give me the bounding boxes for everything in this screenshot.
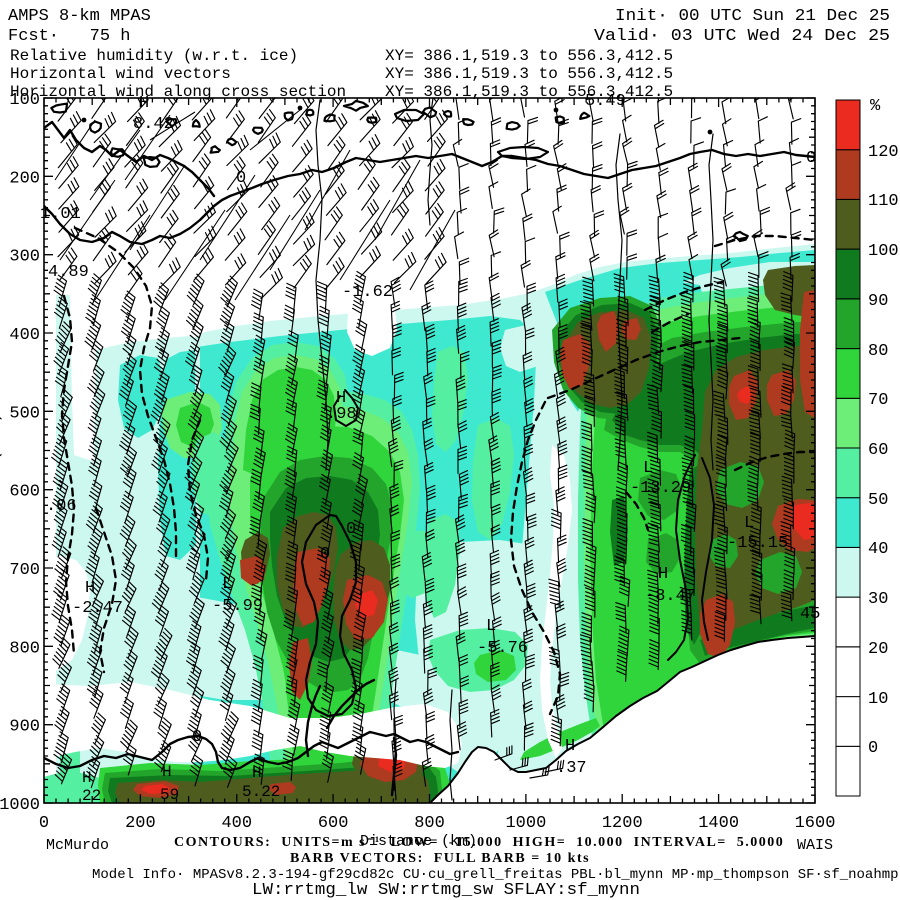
svg-text:50: 50: [868, 491, 888, 510]
svg-text:%: %: [870, 97, 881, 116]
svg-text:XY= 386.1,519.3 to 556.3,412.5: XY= 386.1,519.3 to 556.3,412.5: [385, 47, 673, 65]
svg-text:Distance (km): Distance (km): [360, 833, 477, 850]
svg-text:Model Info· MPASv8.2.3-194-gf2: Model Info· MPASv8.2.3-194-gf29cd82c CU·…: [92, 867, 900, 883]
svg-text:800: 800: [9, 639, 40, 658]
svg-text:-1.62: -1.62: [342, 283, 393, 302]
svg-text:200: 200: [9, 169, 40, 188]
svg-text:.98: .98: [326, 405, 357, 424]
svg-text:80: 80: [868, 342, 888, 361]
svg-text:900: 900: [9, 718, 40, 737]
svg-text:Pressure (hPa): Pressure (hPa): [0, 413, 3, 547]
svg-text:70: 70: [868, 391, 888, 410]
svg-text:CONTOURS: UNITS=m s⁻¹ LOW=: CONTOURS: UNITS=m s⁻¹ LOW= -15.000 HIGH=…: [174, 835, 784, 850]
svg-text:200: 200: [125, 814, 156, 833]
svg-text:-8.47: -8.47: [645, 587, 696, 606]
svg-text:.37: .37: [556, 759, 587, 778]
svg-text:120: 120: [868, 143, 899, 162]
svg-text:Fcst· 75 h: Fcst· 75 h: [8, 27, 130, 46]
svg-text:-13.29: -13.29: [630, 479, 691, 498]
svg-text:600: 600: [318, 814, 349, 833]
svg-text:1000: 1000: [0, 796, 40, 815]
svg-text:8.42: 8.42: [133, 115, 174, 134]
svg-text:H: H: [252, 764, 262, 782]
svg-text:0: 0: [39, 814, 49, 833]
svg-text:L: L: [486, 617, 496, 636]
svg-text:H: H: [565, 737, 575, 756]
svg-text:0: 0: [320, 545, 330, 564]
svg-text:0: 0: [236, 169, 246, 188]
svg-text:22: 22: [82, 787, 101, 805]
svg-text:-15.15: -15.15: [727, 534, 788, 553]
svg-text:XY= 386.1,519.3 to 556.3,412.5: XY= 386.1,519.3 to 556.3,412.5: [385, 65, 673, 83]
svg-text:60: 60: [868, 441, 888, 460]
svg-text:BARB VECTORS: FULL BARB = 10: BARB VECTORS: FULL BARB = 10 kts: [290, 851, 590, 866]
svg-text:0: 0: [806, 149, 816, 168]
svg-text:XY= 386.1,519.3 to 556.3,412.5: XY= 386.1,519.3 to 556.3,412.5: [385, 83, 673, 101]
svg-text:300: 300: [9, 248, 40, 267]
svg-text:600: 600: [9, 483, 40, 502]
svg-text:AMPS 8-km MPAS: AMPS 8-km MPAS: [8, 7, 151, 26]
svg-text:Horizontal wind vectors: Horizontal wind vectors: [10, 65, 231, 83]
svg-text:0: 0: [346, 520, 356, 539]
svg-text:H: H: [336, 389, 346, 408]
svg-text:45: 45: [800, 605, 820, 624]
svg-text:1400: 1400: [698, 814, 739, 833]
svg-text:100: 100: [9, 91, 40, 110]
svg-text:700: 700: [9, 561, 40, 580]
svg-text:Horizontal wind along cross se: Horizontal wind along cross section: [10, 83, 346, 101]
svg-text:1600: 1600: [795, 814, 836, 833]
svg-text:Init· 00 UTC Sun 21 Dec 25: Init· 00 UTC Sun 21 Dec 25: [615, 7, 890, 26]
svg-text:90: 90: [868, 292, 888, 311]
svg-text:1200: 1200: [602, 814, 643, 833]
svg-text:H: H: [139, 94, 149, 113]
svg-text:20: 20: [868, 640, 888, 659]
svg-text:.06: .06: [46, 497, 77, 516]
svg-text:WAIS: WAIS: [797, 837, 833, 854]
svg-text:Relative humidity (w.r.t. ice): Relative humidity (w.r.t. ice): [10, 47, 298, 65]
svg-text:-2.47: -2.47: [72, 599, 123, 618]
svg-text:500: 500: [9, 404, 40, 423]
svg-text:LW:rrtmg_lw SW:rrtmg_sw SFLAY:: LW:rrtmg_lw SW:rrtmg_sw SFLAY:sf_mynn: [252, 881, 640, 900]
svg-text:L: L: [222, 575, 232, 594]
svg-text:5.49: 5.49: [585, 92, 626, 111]
svg-text:1.01: 1.01: [40, 205, 81, 224]
svg-text:400: 400: [221, 814, 252, 833]
svg-text:4.89: 4.89: [48, 263, 89, 282]
svg-text:McMurdo: McMurdo: [46, 837, 109, 854]
svg-text:400: 400: [9, 326, 40, 345]
svg-text:L: L: [643, 459, 653, 478]
svg-text:100: 100: [868, 242, 899, 261]
svg-text:40: 40: [868, 540, 888, 559]
svg-text:30: 30: [868, 590, 888, 609]
svg-text:59: 59: [160, 786, 179, 804]
svg-text:H: H: [162, 763, 172, 781]
svg-text:H: H: [85, 579, 95, 598]
svg-text:Valid· 03 UTC Wed 24 Dec 25: Valid· 03 UTC Wed 24 Dec 25: [594, 27, 890, 46]
svg-text:110: 110: [868, 192, 899, 211]
svg-text:H: H: [658, 565, 668, 584]
svg-text:L: L: [744, 514, 754, 533]
svg-text:0: 0: [192, 728, 202, 747]
svg-text:800: 800: [414, 814, 445, 833]
svg-text:-5.99: -5.99: [212, 597, 263, 616]
svg-text:-5.76: -5.76: [477, 639, 528, 658]
svg-text:5.22: 5.22: [242, 783, 280, 801]
svg-text:10: 10: [868, 690, 888, 709]
svg-text:1000: 1000: [505, 814, 546, 833]
svg-text:0: 0: [868, 739, 878, 758]
svg-text:H: H: [82, 769, 92, 787]
